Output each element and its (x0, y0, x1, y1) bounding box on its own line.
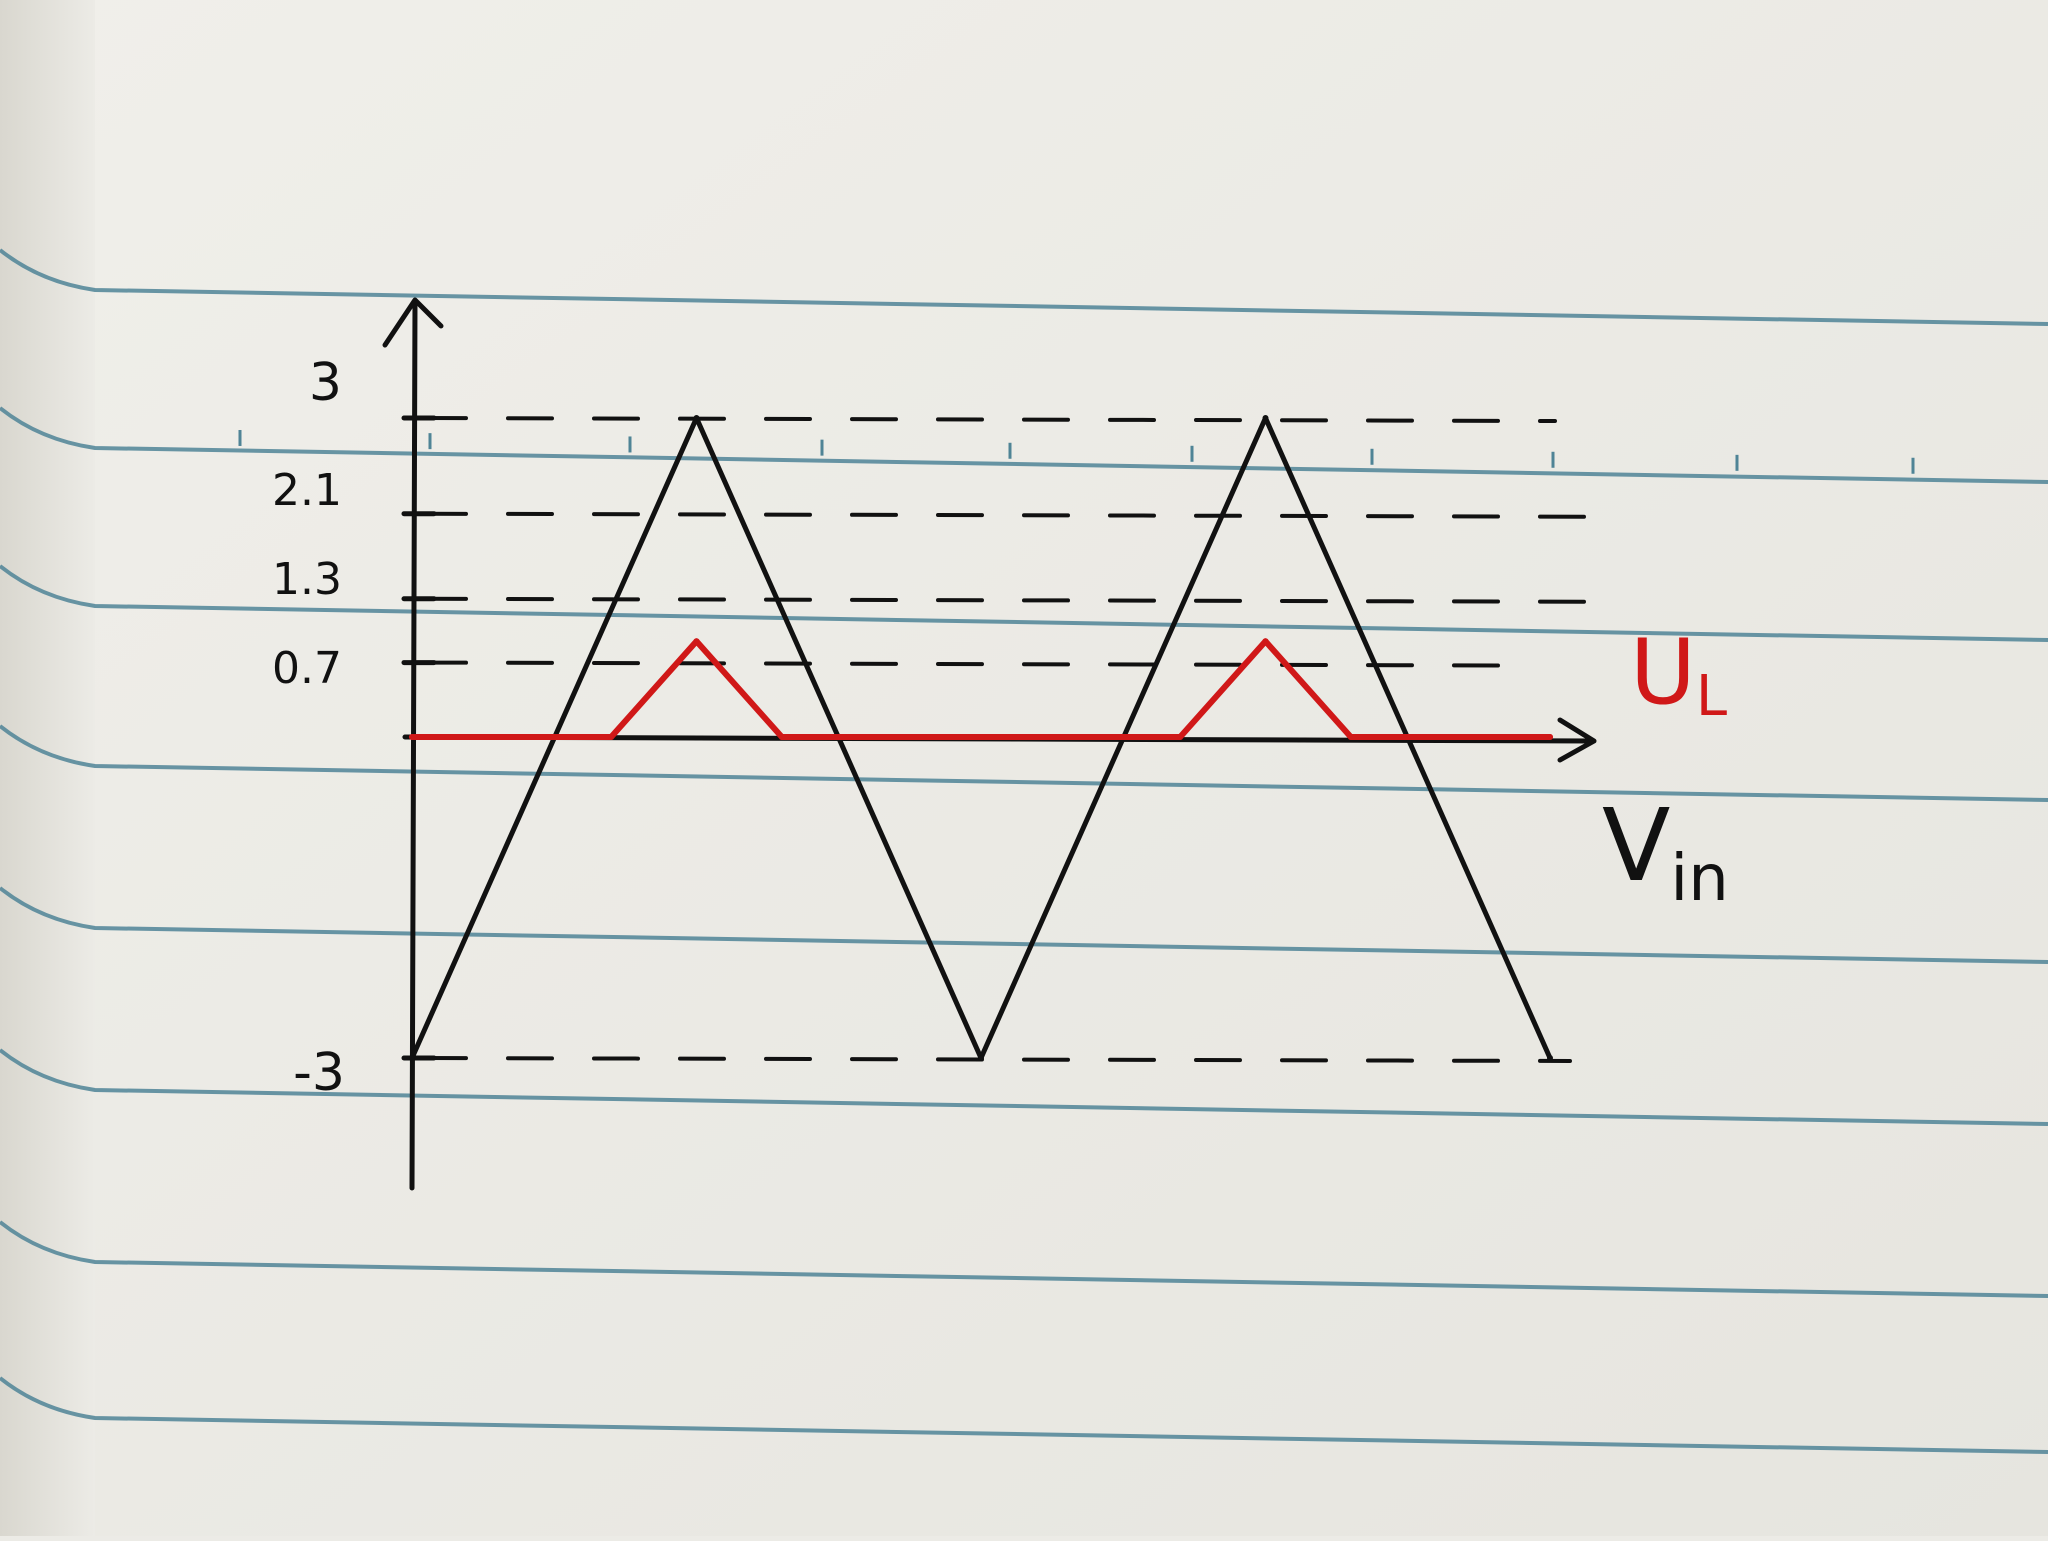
series-point-vin-3 (1262, 415, 1269, 421)
ruled-line (0, 1048, 2048, 1126)
dashed-guide-3 (420, 416, 1557, 423)
ruled-line (0, 406, 2048, 484)
ruled-line (0, 724, 2048, 802)
series-point-vin-2 (978, 1055, 984, 1061)
y-tick-label-0.7: 0.7 (272, 643, 342, 694)
y-tick-label--3: -3 (293, 1043, 345, 1103)
y-tick-label-1.3: 1.3 (272, 554, 342, 605)
dashed-guide--3 (420, 1056, 1572, 1063)
series-point-ul-3 (778, 734, 785, 740)
ul-label-main: U (1630, 620, 1696, 725)
x-axis-arrowhead (1557, 717, 1597, 763)
y-tick-label-3: 3 (309, 353, 342, 413)
ruled-line (0, 564, 2048, 642)
ruled-line (0, 886, 2048, 964)
vin-label-main: V (1602, 787, 1670, 904)
dashed-guide-2.1 (420, 511, 1587, 519)
ruled-line (0, 248, 2048, 326)
dashed-guide-0.7 (420, 660, 1532, 668)
ruled-lines (0, 248, 2048, 1454)
y-axis (409, 299, 418, 1191)
ruled-line (0, 1376, 2048, 1454)
series-point-ul-6 (1262, 638, 1269, 645)
series-point-ul-0 (409, 734, 415, 740)
series-point-ul-5 (1177, 734, 1184, 740)
ul-label-sub: L (1696, 664, 1727, 729)
series-point-ul-1 (608, 734, 615, 740)
notebook-binding-shadow (0, 0, 95, 1536)
series-point-vin-1 (693, 415, 700, 421)
series-layer (409, 415, 1553, 1061)
vin-series-label: Vin (1602, 787, 1729, 916)
vin-label-sub: in (1670, 842, 1728, 916)
ul-series-label: UL (1630, 620, 1727, 729)
series-point-ul-8 (1547, 734, 1553, 740)
y-tick-labels: 3 2.1 1.3 0.7 -3 (272, 353, 345, 1103)
y-axis-arrowhead (382, 297, 444, 348)
series-point-ul-4 (978, 734, 984, 740)
series-point-vin-4 (1547, 1055, 1553, 1061)
series-point-ul-2 (693, 638, 700, 645)
y-tick-label-2.1: 2.1 (272, 465, 342, 516)
series-labels: UL Vin (1602, 620, 1729, 916)
ruled-line (0, 1220, 2048, 1298)
series-point-vin-0 (409, 1055, 415, 1061)
ruler-tick-marks (238, 429, 1915, 474)
series-point-ul-7 (1347, 734, 1354, 740)
